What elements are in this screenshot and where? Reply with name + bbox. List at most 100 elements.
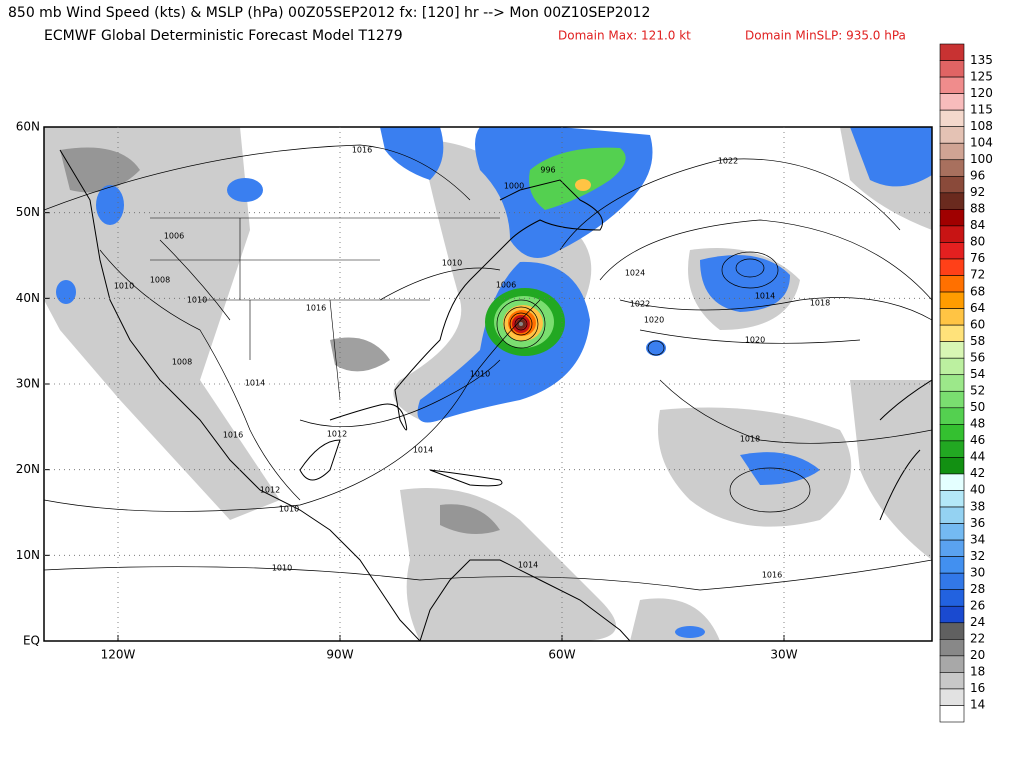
colorbar-label: 36: [970, 516, 985, 530]
colorbar-label: 100: [970, 152, 993, 166]
lat-label: 50N: [16, 205, 40, 219]
isobar-label: 1022: [630, 300, 650, 309]
title: 850 mb Wind Speed (kts) & MSLP (hPa) 00Z…: [8, 5, 650, 21]
colorbar-label: 24: [970, 615, 985, 629]
colorbar-box: [939, 457, 965, 475]
isobar-label: 1008: [172, 358, 192, 367]
colorbar-label: 56: [970, 350, 985, 364]
colorbar-label: 26: [970, 598, 985, 612]
colorbar-box: [939, 506, 965, 524]
isobar-label: 1024: [625, 269, 645, 278]
colorbar-label: 92: [970, 185, 985, 199]
colorbar: 135 125 120 115 108 104 100 96 92 88 84 80 76 72 68 64 6…: [939, 43, 993, 723]
colorbar-label: 72: [970, 268, 985, 282]
colorbar-box: [939, 175, 965, 194]
colorbar-box: [939, 341, 965, 359]
colorbar-label: 22: [970, 632, 985, 646]
colorbar-label: 120: [970, 86, 993, 100]
isobar-label: 1010: [279, 505, 299, 514]
colorbar-label: 84: [970, 218, 985, 232]
colorbar-label: 96: [970, 169, 985, 183]
colorbar-box: [939, 523, 965, 541]
colorbar-label: 68: [970, 284, 985, 298]
lat-label: EQ: [23, 634, 40, 648]
colorbar-box: [939, 60, 965, 78]
subtitle: ECMWF Global Deterministic Forecast Mode…: [44, 28, 403, 44]
colorbar-box: [939, 258, 965, 276]
isobar-label: 1010: [114, 282, 134, 291]
lat-label: 60N: [16, 120, 40, 134]
colorbar-box: [939, 556, 965, 574]
lon-label: 30W: [770, 648, 797, 662]
colorbar-box: [939, 308, 965, 326]
isobar-label: 1014: [245, 379, 265, 388]
colorbar-box: [939, 159, 965, 177]
colorbar-label: 44: [970, 450, 985, 464]
lat-label: 40N: [16, 291, 40, 305]
isobar-label: 1020: [745, 336, 765, 345]
colorbar-box: [939, 589, 965, 607]
isobar-label: 1016: [762, 571, 782, 580]
colorbar-box: [939, 109, 965, 127]
isobar-label: 1012: [327, 430, 347, 439]
lat-label: 10N: [16, 548, 40, 562]
colorbar-label: 34: [970, 532, 985, 546]
colorbar-box: [939, 572, 965, 591]
colorbar-box: [939, 242, 965, 260]
isobar-label: 1018: [740, 435, 760, 444]
isobar-label: 1014: [755, 292, 775, 301]
lon-label: 90W: [326, 648, 353, 662]
colorbar-label: 125: [970, 69, 993, 83]
colorbar-box: [939, 639, 965, 657]
colorbar-label: 40: [970, 483, 985, 497]
domain-min: Domain MinSLP: 935.0 hPa: [745, 29, 906, 43]
colorbar-label: 115: [970, 102, 993, 116]
colorbar-label: 60: [970, 317, 985, 331]
lat-label: 20N: [16, 462, 40, 476]
colorbar-label: 20: [970, 648, 985, 662]
colorbar-label: 76: [970, 251, 985, 265]
lat-label: 30N: [16, 377, 40, 391]
colorbar-box: [939, 374, 965, 392]
colorbar-label: 135: [970, 53, 993, 67]
colorbar-label: 16: [970, 681, 985, 695]
isobar-label: 1006: [496, 281, 516, 290]
colorbar-label: 48: [970, 417, 985, 431]
isobar-labels: 1016 996 1000 1022 1006 1008 1010 1010 1016 1010 1…: [114, 146, 830, 580]
map-field: [44, 127, 932, 641]
colorbar-box: [939, 390, 965, 409]
colorbar-label: 46: [970, 433, 985, 447]
isobar-label: 1016: [223, 431, 243, 440]
isobar-label: 1008: [150, 276, 170, 285]
colorbar-label: 14: [970, 698, 985, 712]
colorbar-label: 18: [970, 665, 985, 679]
isobar-label: 1022: [718, 157, 738, 166]
isobar-label: 1006: [164, 232, 184, 241]
colorbar-label: 58: [970, 334, 985, 348]
colorbar-box: [939, 539, 965, 557]
isobar-label: 1000: [504, 182, 524, 191]
colorbar-box: [939, 655, 965, 673]
isobar-label: 1010: [272, 564, 292, 573]
colorbar-label: 104: [970, 135, 993, 149]
colorbar-box: [939, 93, 965, 111]
graticule: 60N 50N 40N 30N 20N 10N EQ 120W 90W 60W 30W: [16, 120, 932, 662]
colorbar-box: [939, 440, 965, 458]
colorbar-box: [939, 142, 965, 161]
colorbar-box: [939, 324, 965, 342]
colorbar-box: [939, 672, 965, 690]
isobar-label: 1010: [442, 259, 462, 268]
colorbar-box: [939, 275, 965, 293]
colorbar-box: [939, 490, 965, 508]
domain-max: Domain Max: 121.0 kt: [558, 29, 691, 43]
isobar-label: 1010: [187, 296, 207, 305]
isobar-label: 1016: [306, 304, 326, 313]
isobar-label: 996: [540, 166, 555, 175]
colorbar-label: 38: [970, 499, 985, 513]
colorbar-box: [939, 291, 965, 309]
colorbar-box: [939, 225, 965, 243]
colorbar-box: [939, 357, 965, 376]
colorbar-box: [939, 126, 965, 144]
colorbar-label: 28: [970, 582, 985, 596]
